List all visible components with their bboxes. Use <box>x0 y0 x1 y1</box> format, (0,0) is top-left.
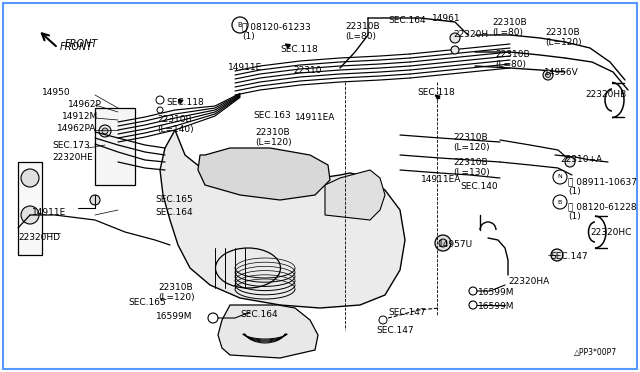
Circle shape <box>99 125 111 137</box>
Polygon shape <box>198 148 330 200</box>
Text: 14912M: 14912M <box>62 112 99 121</box>
Text: 22310+A: 22310+A <box>560 155 602 164</box>
Circle shape <box>435 235 451 251</box>
Circle shape <box>543 70 553 80</box>
Text: SEC.140: SEC.140 <box>460 182 498 191</box>
Text: 14950: 14950 <box>42 88 70 97</box>
Text: 22310B
(L=80): 22310B (L=80) <box>492 18 527 38</box>
Circle shape <box>232 17 248 33</box>
Text: 14911EA: 14911EA <box>295 113 335 122</box>
Text: Ⓑ 08120-61228
(1): Ⓑ 08120-61228 (1) <box>568 202 637 221</box>
Circle shape <box>451 46 459 54</box>
Circle shape <box>21 169 39 187</box>
Text: 22310B
(L=80): 22310B (L=80) <box>345 22 380 41</box>
Text: SEC.164: SEC.164 <box>155 208 193 217</box>
Text: 22310B
(L=120): 22310B (L=120) <box>255 128 292 147</box>
Circle shape <box>157 107 163 113</box>
Text: FRONT: FRONT <box>65 39 99 49</box>
Text: SEC.164: SEC.164 <box>240 310 278 319</box>
Text: 22310B
(L=130): 22310B (L=130) <box>453 158 490 177</box>
Circle shape <box>21 206 39 224</box>
Circle shape <box>450 33 460 43</box>
Circle shape <box>469 287 477 295</box>
Circle shape <box>469 301 477 309</box>
Text: SEC.118: SEC.118 <box>417 88 455 97</box>
Text: 22310B
(L=120): 22310B (L=120) <box>545 28 582 47</box>
Polygon shape <box>325 170 385 220</box>
Circle shape <box>156 96 164 104</box>
Circle shape <box>565 157 575 167</box>
Text: SEC.164: SEC.164 <box>388 16 426 25</box>
Text: SEC.163: SEC.163 <box>253 111 291 120</box>
Circle shape <box>102 128 108 134</box>
Text: N: N <box>557 174 563 180</box>
Text: 22310B
(L=120): 22310B (L=120) <box>453 133 490 153</box>
Polygon shape <box>18 162 42 255</box>
Text: Ⓝ 08911-10637
(1): Ⓝ 08911-10637 (1) <box>568 177 637 196</box>
Text: 16599M: 16599M <box>478 302 515 311</box>
Text: 14962P: 14962P <box>68 100 102 109</box>
Text: SEC.147: SEC.147 <box>388 308 426 317</box>
Text: 22320HB: 22320HB <box>585 90 627 99</box>
Text: 14911E: 14911E <box>32 208 67 217</box>
Text: 22310B
(L=120): 22310B (L=120) <box>158 283 195 302</box>
Text: 14911E: 14911E <box>228 63 262 72</box>
Circle shape <box>553 195 567 209</box>
Text: 14957U: 14957U <box>438 240 473 249</box>
Circle shape <box>551 249 563 261</box>
Text: 22320HC: 22320HC <box>590 228 632 237</box>
Text: FRONT: FRONT <box>60 42 93 52</box>
Text: 16599M: 16599M <box>478 288 515 297</box>
Circle shape <box>90 195 100 205</box>
Text: B: B <box>237 22 243 28</box>
Circle shape <box>553 170 567 184</box>
Text: 14961: 14961 <box>432 14 461 23</box>
Text: 22320H: 22320H <box>453 30 488 39</box>
Text: Ⓑ 08120-61233
(1): Ⓑ 08120-61233 (1) <box>242 22 311 41</box>
Text: SEC.147: SEC.147 <box>550 252 588 261</box>
Text: B: B <box>558 199 562 205</box>
Text: 22320HE: 22320HE <box>52 153 93 162</box>
Polygon shape <box>218 305 318 358</box>
Polygon shape <box>160 130 405 308</box>
Text: 22310B
(L=80): 22310B (L=80) <box>495 50 530 70</box>
Text: △PP3*00P7: △PP3*00P7 <box>574 348 617 357</box>
Text: 22320HA: 22320HA <box>508 277 549 286</box>
Text: SEC.118: SEC.118 <box>280 45 317 54</box>
Text: SEC.165: SEC.165 <box>155 195 193 204</box>
Text: 16599M: 16599M <box>156 312 193 321</box>
Circle shape <box>379 316 387 324</box>
Text: 22310B
(L=140): 22310B (L=140) <box>157 115 194 134</box>
Circle shape <box>545 73 550 77</box>
Text: 14962PA: 14962PA <box>57 124 97 133</box>
Text: SEC.173: SEC.173 <box>52 141 90 150</box>
Text: SEC.118: SEC.118 <box>166 98 204 107</box>
Text: SEC.147: SEC.147 <box>376 326 413 335</box>
Text: 14911EA: 14911EA <box>421 175 461 184</box>
Polygon shape <box>95 108 135 185</box>
Circle shape <box>439 239 447 247</box>
Text: 22320HD: 22320HD <box>18 233 60 242</box>
Text: SEC.165: SEC.165 <box>128 298 166 307</box>
Text: 22310: 22310 <box>293 66 321 75</box>
Text: 14956V: 14956V <box>544 68 579 77</box>
Circle shape <box>208 313 218 323</box>
